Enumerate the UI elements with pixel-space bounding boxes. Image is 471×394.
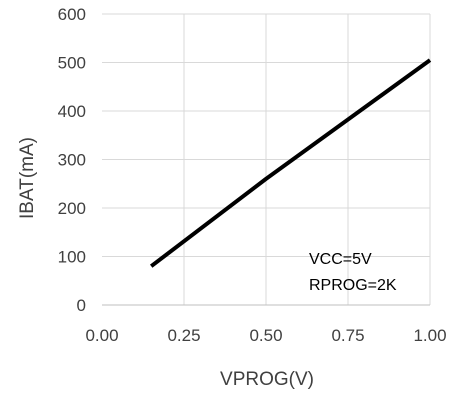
x-tick-labels: 0.00 0.25 0.50 0.75 1.00 — [85, 326, 446, 345]
x-axis-title: VPROG(V) — [220, 369, 314, 390]
y-tick-label: 100 — [58, 248, 86, 267]
y-tick-label: 500 — [58, 54, 86, 73]
x-tick-label: 0.50 — [249, 326, 282, 345]
x-tick-label: 0.75 — [331, 326, 364, 345]
y-gridlines — [102, 13, 430, 257]
x-tick-label: 1.00 — [413, 326, 446, 345]
y-tick-label: 400 — [58, 102, 86, 121]
y-axis-title: IBAT(mA) — [17, 137, 38, 219]
y-tick-label: 0 — [77, 296, 86, 315]
x-tick-label: 0.00 — [85, 326, 118, 345]
annotation-rprog: RPROG=2K — [309, 277, 397, 294]
y-tick-label: 600 — [58, 5, 86, 24]
x-tick-label: 0.25 — [167, 326, 200, 345]
series-group — [149, 58, 432, 268]
y-tick-label: 200 — [58, 199, 86, 218]
y-tick-label: 300 — [58, 151, 86, 170]
annotation-vcc: VCC=5V — [309, 251, 372, 268]
y-tick-labels: 0 100 200 300 400 500 600 — [58, 5, 86, 315]
series-line-0 — [149, 58, 432, 268]
